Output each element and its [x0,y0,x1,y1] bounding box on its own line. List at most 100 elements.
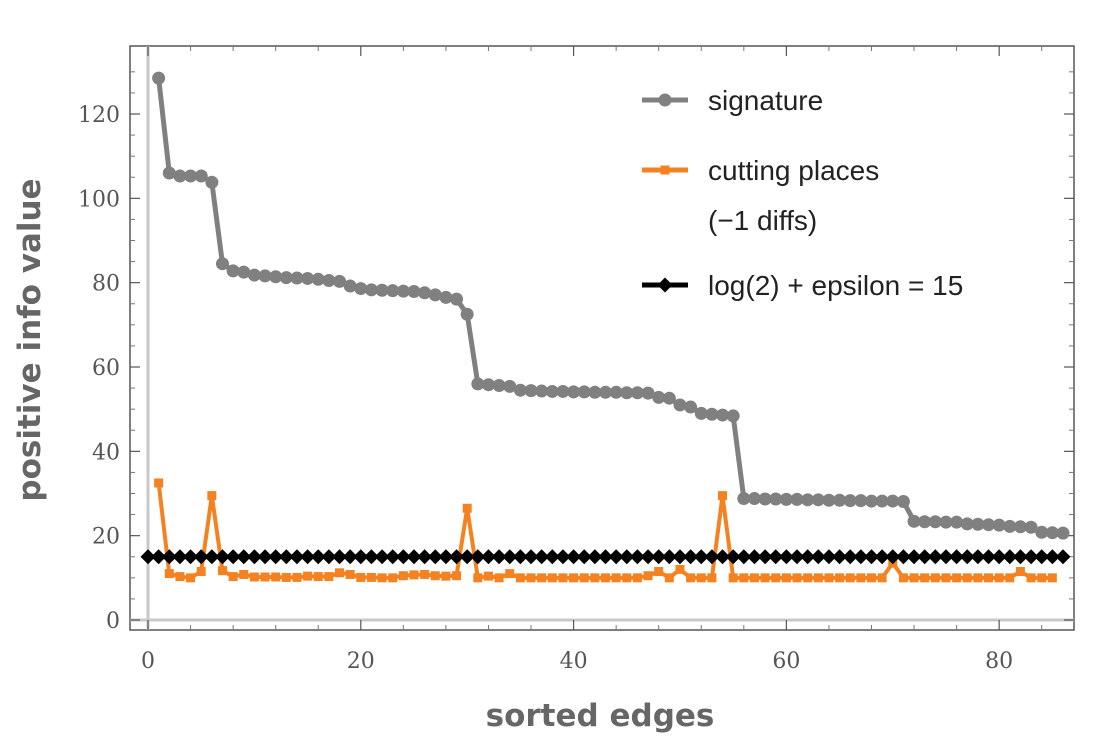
y-tick-label: 100 [78,187,120,212]
axis-tick-labels: 0 20 40 60 80 0 20 40 60 80 100 120 [78,103,1013,674]
log2-epsilon-point [363,549,379,565]
log2-epsilon-point [832,549,848,565]
log2-epsilon-point [640,549,656,565]
signature-point [386,284,400,298]
signature-point [481,378,495,392]
log2-epsilon-point [1002,549,1018,565]
log2-epsilon-point [310,549,326,565]
signature-point [279,271,293,285]
log2-epsilon-point [810,549,826,565]
signature-point [1013,520,1027,534]
x-tick-label: 40 [560,649,588,674]
cutting-places-point [962,573,972,583]
cutting-places-point [388,573,398,583]
cutting-places-point [813,573,823,583]
log2-epsilon-point [523,549,539,565]
signature-point [992,518,1006,532]
signature-point [237,265,251,279]
signature-line [156,77,1064,536]
x-tick-label: 60 [772,649,800,674]
cutting-places-point [398,571,408,581]
signature-point [875,494,889,508]
series-group [140,71,1071,583]
cutting-places-point [356,572,366,582]
signature-point [492,379,506,393]
cutting-places-point [303,571,313,581]
signature-point [918,515,932,529]
log2-epsilon-series [140,549,1071,565]
signature-point [226,264,240,278]
signature-point [790,492,804,506]
legend-label: log(2) + epsilon = 15 [708,270,963,301]
cutting-places-point [579,573,589,583]
signature-point [471,377,485,391]
signature-point [716,408,730,422]
log2-epsilon-point [927,549,943,565]
cutting-places-point [409,570,419,580]
cutting-places-point [1047,573,1057,583]
log2-epsilon-point [661,549,677,565]
log2-epsilon-point [395,549,411,565]
log2-epsilon-point [917,549,933,565]
axis-ticks [130,46,1074,630]
cutting-places-point [824,573,834,583]
signature-point [779,492,793,506]
log2-epsilon-point [800,549,816,565]
cutting-places-point [526,573,536,583]
signature-point [747,492,761,506]
y-tick-label: 80 [92,272,120,297]
log2-epsilon-point [1055,549,1071,565]
y-axis-title: positive info value [12,178,48,501]
cutting-places-point [994,573,1004,583]
cutting-places-point [930,573,940,583]
log2-epsilon-point [715,549,731,565]
cutting-places-point [313,572,323,582]
log2-epsilon-point [949,549,965,565]
log2-epsilon-point [778,549,794,565]
signature-point [460,307,474,321]
signature-point [705,407,719,421]
log2-epsilon-point [438,549,454,565]
signature-point [641,386,655,400]
log2-epsilon-point [672,549,688,565]
signature-point [194,169,208,183]
cutting-places-point [781,573,791,583]
log2-epsilon-point [746,549,762,565]
signature-point [811,493,825,507]
cutting-places-point [175,572,185,582]
signature-point [960,517,974,531]
log2-epsilon-point [214,549,230,565]
cutting-places-point [292,572,302,582]
cutting-places-point [792,573,802,583]
cutting-places-point [856,573,866,583]
log2-epsilon-point [246,549,262,565]
legend-label: (−1 diffs) [708,205,817,236]
cutting-places-point [217,566,227,576]
signature-point [418,286,432,300]
log2-epsilon-point [629,549,645,565]
y-tick-label: 60 [92,356,120,381]
log2-epsilon-point [544,549,560,565]
log2-epsilon-point [1044,549,1060,565]
cutting-places-point [941,573,951,583]
signature-point [1035,525,1049,539]
signature-point [684,400,698,414]
log2-epsilon-point [512,549,528,565]
legend-item-cutting-places: cutting places (−1 diffs) [642,155,879,236]
cutting-places-point [473,573,483,583]
cutting-places-point [601,573,610,583]
plot-frame [129,45,1075,631]
log2-epsilon-point [427,549,443,565]
signature-point [907,514,921,528]
signature-point [896,495,910,509]
signature-point [652,390,666,404]
signature-point [928,515,942,529]
cutting-places-point [462,503,472,513]
x-tick-label: 20 [347,649,375,674]
signature-point [950,515,964,529]
cutting-places-point [345,569,355,579]
log2-epsilon-point [895,549,911,565]
log2-epsilon-point [449,549,465,565]
log2-epsilon-point [151,549,167,565]
